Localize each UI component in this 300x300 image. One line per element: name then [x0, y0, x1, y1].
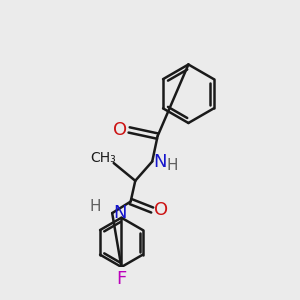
- Text: O: O: [113, 121, 128, 139]
- Text: H: H: [167, 158, 178, 173]
- Text: O: O: [154, 201, 168, 219]
- Text: CH₃: CH₃: [90, 151, 116, 165]
- Text: N: N: [153, 152, 166, 170]
- Text: F: F: [116, 270, 127, 288]
- Text: N: N: [113, 204, 126, 222]
- Text: H: H: [89, 200, 100, 214]
